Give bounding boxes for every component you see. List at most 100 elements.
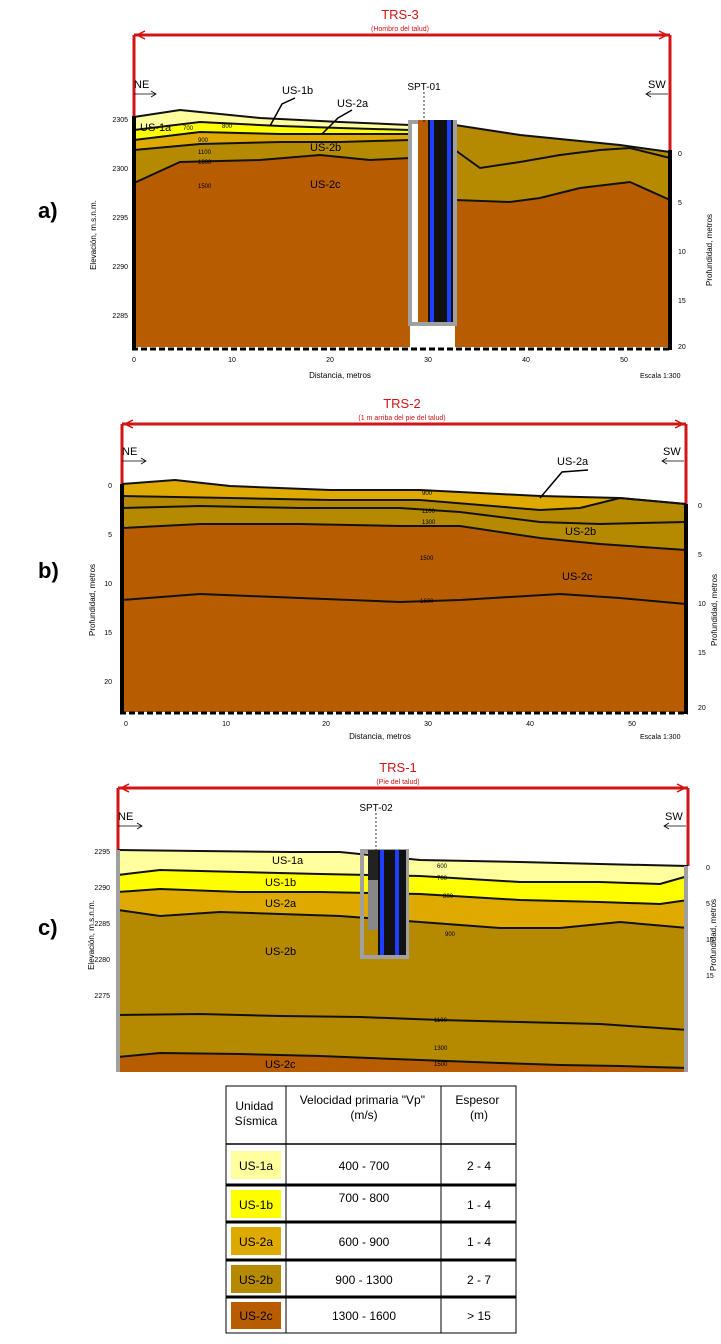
panel-c-ne-label: NE xyxy=(118,811,133,823)
panel-a-right-axis xyxy=(668,150,672,350)
panel-c-section xyxy=(116,813,689,1072)
panel-c-right-axis-label: Profundidad, metros xyxy=(709,899,718,971)
panel-b: b) TRS-2 (1 m arriba del pie del talud) … xyxy=(38,396,719,741)
panel-a-velocity-label: 800 xyxy=(222,124,233,130)
legend-header-thickness: Espesor (m) xyxy=(455,1093,502,1122)
legend-thickness: 1 - 4 xyxy=(467,1235,491,1249)
panel-b-scale: Escala 1:300 xyxy=(640,734,681,741)
panel-b-x-tick: 0 xyxy=(124,721,128,728)
layer-us2c xyxy=(134,155,410,347)
panel-a-right-tick: 0 xyxy=(678,151,682,158)
panel-a-title: TRS-3 xyxy=(381,7,419,22)
legend-table: Unidad Sísmica Velocidad primaria "Vp" (… xyxy=(225,1085,517,1334)
panel-a-scale: Escala 1:300 xyxy=(640,373,681,380)
panel-b-left-axis-label: Profundidad, metros xyxy=(88,564,97,636)
panel-a: a) TRS-3 (Hombro del talud) NE SW xyxy=(38,7,714,380)
panel-c-right-tick: 0 xyxy=(706,865,710,872)
panel-a-unit-label: US-2a xyxy=(337,98,369,110)
panel-c-left-tick: 2280 xyxy=(94,957,110,964)
legend-vp: 700 - 800 xyxy=(339,1191,390,1205)
legend-vp: 600 - 900 xyxy=(339,1235,390,1249)
layer-us2c xyxy=(122,524,686,712)
panel-b-section xyxy=(120,478,688,715)
panel-b-x-tick: 50 xyxy=(628,721,636,728)
panel-b-right-tick: 5 xyxy=(698,552,702,559)
legend-row-us1a: US-1a 400 - 700 2 - 4 xyxy=(231,1151,491,1179)
panel-c-red-bracket xyxy=(116,783,690,866)
panel-c-left-axis xyxy=(116,850,120,1072)
panel-a-left-tick: 2285 xyxy=(112,313,128,320)
panel-b-velocity-label: 1300 xyxy=(422,520,436,526)
panel-a-x-axis-label: Distancia, metros xyxy=(309,371,371,380)
panel-b-right-tick: 20 xyxy=(698,705,706,712)
panel-b-x-tick: 40 xyxy=(526,721,534,728)
panel-a-letter: a) xyxy=(38,198,58,223)
panel-b-letter: b) xyxy=(38,558,59,583)
panel-c-right-axis xyxy=(684,866,688,1072)
panel-b-left-tick: 15 xyxy=(104,630,112,637)
panel-b-right-tick: 0 xyxy=(698,503,702,510)
panel-a-section xyxy=(132,92,672,351)
legend-vp: 1300 - 1600 xyxy=(332,1309,396,1323)
legend-swatch-us2b xyxy=(231,1265,281,1293)
panel-a-subtitle: (Hombro del talud) xyxy=(371,26,429,33)
panel-a-velocity-label: 1100 xyxy=(198,150,212,156)
panel-a-x-tick: 20 xyxy=(326,357,334,364)
panel-a-red-bracket xyxy=(132,30,672,150)
legend-unit: US-1a xyxy=(239,1159,273,1173)
legend-swatch-us1a xyxy=(231,1151,281,1179)
legend-swatch-us1b xyxy=(231,1190,281,1218)
layer-us2b xyxy=(118,910,688,1072)
panel-c-unit-label: US-2c xyxy=(265,1059,296,1071)
panel-a-left-tick: 2295 xyxy=(112,215,128,222)
legend-vp: 900 - 1300 xyxy=(335,1273,393,1287)
legend-vp: 400 - 700 xyxy=(339,1159,390,1173)
panel-c-right-tick: 15 xyxy=(706,973,714,980)
panel-b-ne-label: NE xyxy=(122,446,137,458)
legend-thickness: 2 - 7 xyxy=(467,1273,491,1287)
panel-c-velocity-label: 1500 xyxy=(434,1062,448,1068)
legend-swatch-us2c xyxy=(231,1302,281,1329)
panel-c-right-tick: 5 xyxy=(706,901,710,908)
panel-b-velocity-label: 1500 xyxy=(420,556,434,562)
panel-b-left-tick: 20 xyxy=(104,679,112,686)
panel-c-velocity-label: 600 xyxy=(437,864,448,870)
panel-c-title: TRS-1 xyxy=(379,760,417,775)
panel-a-x-tick: 40 xyxy=(522,357,530,364)
legend-row-us2a: US-2a 600 - 900 1 - 4 xyxy=(231,1227,491,1255)
panel-a-x-tick: 10 xyxy=(228,357,236,364)
panel-b-velocity-label: 1600 xyxy=(420,599,434,605)
panel-a-unit-label: US-2c xyxy=(310,179,341,191)
panel-a-right-tick: 10 xyxy=(678,249,686,256)
legend-row-us2b: US-2b 900 - 1300 2 - 7 xyxy=(231,1265,491,1293)
panel-c-left-axis-label: Elevación, m.s.n.m. xyxy=(87,900,96,970)
panel-b-right-axis-label: Profundidad, metros xyxy=(710,574,719,646)
panel-b-x-tick: 10 xyxy=(222,721,230,728)
panel-a-left-tick: 2300 xyxy=(112,166,128,173)
panel-b-title: TRS-2 xyxy=(383,396,421,411)
legend-header-vp: Velocidad primaria "Vp" (m/s) xyxy=(300,1093,429,1122)
spt-01-label: SPT-01 xyxy=(407,82,441,93)
panel-a-x-tick: 50 xyxy=(620,357,628,364)
legend-unit: US-1b xyxy=(239,1198,273,1212)
panel-b-x-tick: 20 xyxy=(322,721,330,728)
panel-c: c) TRS-1 (Pie del talud) NE SW xyxy=(38,760,718,1072)
panel-c-velocity-label: 900 xyxy=(445,932,456,938)
legend-thickness: 1 - 4 xyxy=(467,1198,491,1212)
panel-c-sw-label: SW xyxy=(665,811,683,823)
panel-a-right-axis-label: Profundidad, metros xyxy=(705,214,714,286)
panel-b-left-tick: 10 xyxy=(104,581,112,588)
legend-header-row: Unidad Sísmica Velocidad primaria "Vp" (… xyxy=(235,1093,502,1128)
panel-b-right-axis xyxy=(684,504,688,714)
legend-thickness: > 15 xyxy=(467,1309,491,1323)
panel-b-velocity-label: 1100 xyxy=(422,509,436,515)
panel-c-left-tick: 2285 xyxy=(94,921,110,928)
legend-row-us1b: US-1b 700 - 800 1 - 4 xyxy=(231,1190,491,1218)
legend-unit: US-2c xyxy=(239,1309,272,1323)
spt-02-label: SPT-02 xyxy=(359,803,393,814)
panel-a-unit-label: US-1a xyxy=(140,122,172,134)
panel-a-velocity-label: 1500 xyxy=(198,184,212,190)
panel-c-left-tick: 2295 xyxy=(94,849,110,856)
